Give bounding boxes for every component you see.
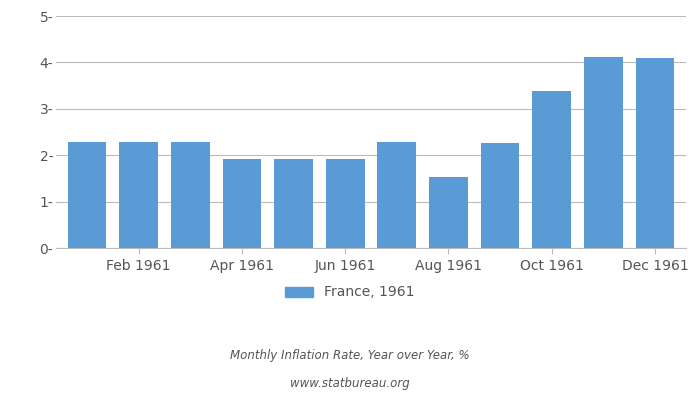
Bar	[326, 159, 365, 248]
Bar	[429, 178, 468, 248]
Bar	[636, 58, 674, 248]
Bar	[171, 142, 209, 248]
Bar	[584, 57, 623, 248]
Bar	[68, 142, 106, 248]
Legend: France, 1961: France, 1961	[280, 280, 420, 305]
Bar	[533, 91, 571, 248]
Bar	[377, 142, 416, 248]
Bar	[119, 142, 158, 248]
Text: Monthly Inflation Rate, Year over Year, %: Monthly Inflation Rate, Year over Year, …	[230, 350, 470, 362]
Text: www.statbureau.org: www.statbureau.org	[290, 378, 410, 390]
Bar	[481, 143, 519, 248]
Bar	[223, 159, 261, 248]
Bar	[274, 159, 313, 248]
